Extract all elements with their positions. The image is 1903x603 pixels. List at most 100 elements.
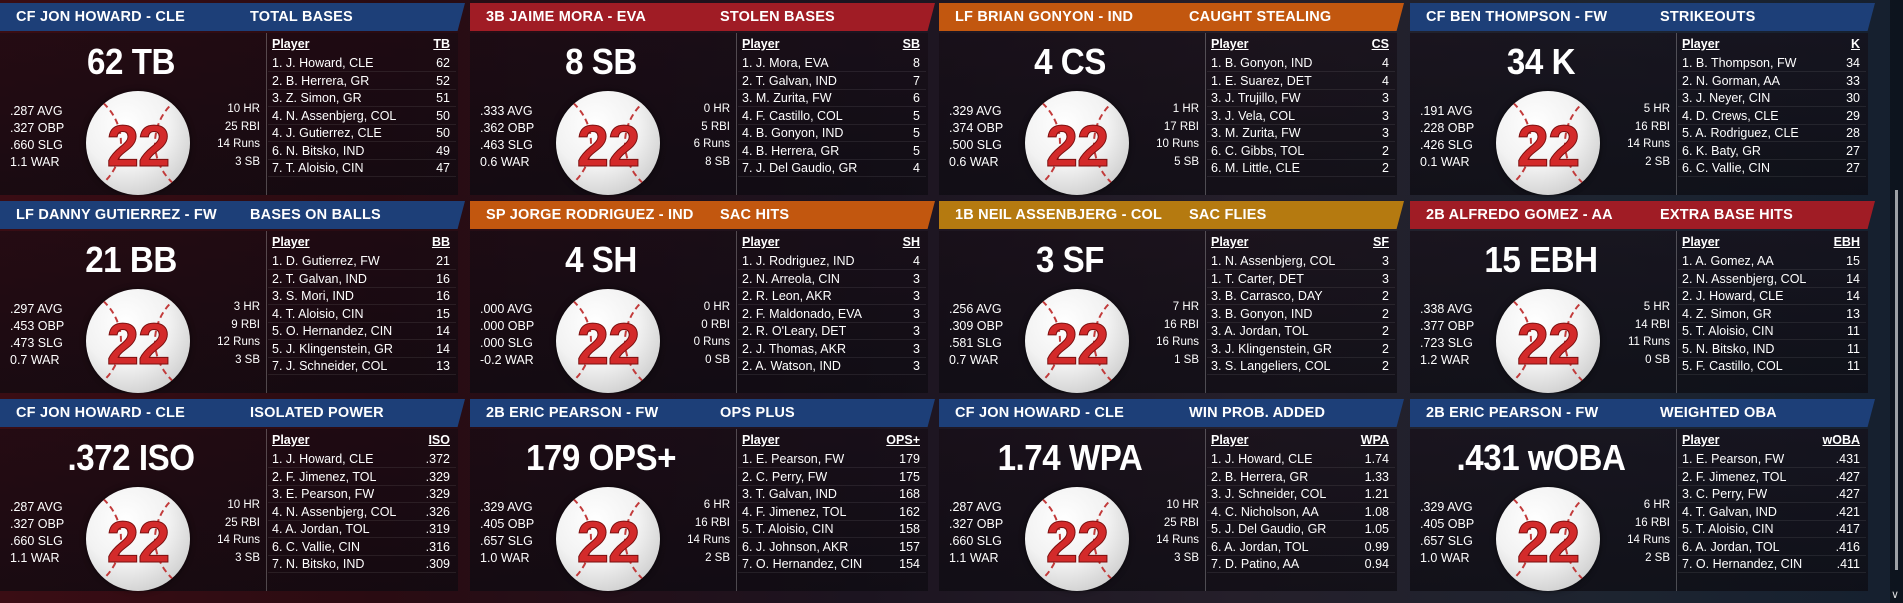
row-player[interactable]: 5. T. Aloisio, CIN <box>742 522 834 536</box>
table-row[interactable]: 4. J. Gutierrez, CLE 50 <box>268 125 456 142</box>
column-header-player[interactable]: Player <box>272 37 310 51</box>
featured-player[interactable]: CF JON HOWARD - CLE <box>955 405 1124 421</box>
table-row[interactable]: 1. E. Pearson, FW .431 <box>1678 451 1866 468</box>
table-row[interactable]: 6. K. Baty, GR 27 <box>1678 143 1866 160</box>
column-header-value[interactable]: wOBA <box>1822 433 1861 447</box>
row-player[interactable]: 6. C. Vallie, CIN <box>272 539 360 554</box>
row-player[interactable]: 4. F. Castillo, COL <box>742 108 843 123</box>
table-row[interactable]: 2. T. Galvan, IND 7 <box>738 73 926 90</box>
table-row[interactable]: 4. N. Assenbjerg, COL 50 <box>268 108 456 125</box>
featured-player[interactable]: CF JON HOWARD - CLE <box>16 9 185 25</box>
table-row[interactable]: 5. F. Castillo, COL 11 <box>1678 358 1866 375</box>
row-player[interactable]: 7. D. Patino, AA <box>1211 557 1300 571</box>
table-row[interactable]: 1. T. Carter, DET 3 <box>1207 271 1395 288</box>
row-player[interactable]: 3. S. Langeliers, COL <box>1211 359 1331 373</box>
row-player[interactable]: 7. O. Hernandez, CIN <box>742 557 863 571</box>
leader-card-win-prob-added[interactable]: CF JON HOWARD - CLE WIN PROB. ADDED 1.74… <box>939 399 1404 594</box>
table-row[interactable]: 4. F. Jimenez, TOL 162 <box>738 504 926 521</box>
scroll-down-arrow-icon[interactable]: ∨ <box>1891 589 1900 601</box>
row-player[interactable]: 4. Z. Simon, GR <box>1682 306 1772 321</box>
table-row[interactable]: 3. J. Vela, COL 3 <box>1207 108 1395 125</box>
row-player[interactable]: 4. T. Aloisio, CIN <box>272 306 364 321</box>
column-header-value[interactable]: ISO <box>428 433 450 447</box>
row-player[interactable]: 1. E. Pearson, FW <box>1682 452 1785 466</box>
table-row[interactable]: 4. Z. Simon, GR 13 <box>1678 306 1866 323</box>
table-row[interactable]: 1. B. Thompson, FW 34 <box>1678 55 1866 72</box>
table-row[interactable]: 4. N. Assenbjerg, COL .326 <box>268 504 456 521</box>
column-header-player[interactable]: Player <box>1682 433 1720 447</box>
column-header-player[interactable]: Player <box>1211 433 1249 447</box>
table-row[interactable]: 1. E. Suarez, DET 4 <box>1207 73 1395 90</box>
row-player[interactable]: 3. S. Mori, IND <box>272 289 354 303</box>
table-row[interactable]: 1. J. Howard, CLE .372 <box>268 451 456 468</box>
leader-card-weighted-oba[interactable]: 2B ERIC PEARSON - FW WEIGHTED OBA .431 w… <box>1410 399 1875 594</box>
column-header-value[interactable]: CS <box>1371 37 1389 51</box>
row-player[interactable]: 5. J. Klingenstein, GR <box>272 341 393 356</box>
row-player[interactable]: 2. R. O'Leary, DET <box>742 324 847 338</box>
table-row[interactable]: 6. M. Little, CLE 2 <box>1207 160 1395 177</box>
table-row[interactable]: 5. T. Aloisio, CIN 11 <box>1678 323 1866 340</box>
row-player[interactable]: 5. F. Castillo, COL <box>1682 359 1783 373</box>
row-player[interactable]: 3. M. Zurita, FW <box>742 91 832 105</box>
table-row[interactable]: 3. J. Trujillo, FW 3 <box>1207 90 1395 107</box>
row-player[interactable]: 3. C. Perry, FW <box>1682 487 1768 501</box>
row-player[interactable]: 2. R. Leon, AKR <box>742 289 832 303</box>
row-player[interactable]: 2. B. Herrera, GR <box>272 73 370 88</box>
row-player[interactable]: 3. J. Schneider, COL <box>1211 487 1327 501</box>
row-player[interactable]: 1. E. Pearson, FW <box>742 452 845 466</box>
table-row[interactable]: 3. B. Gonyon, IND 2 <box>1207 306 1395 323</box>
table-row[interactable]: 3. E. Pearson, FW .329 <box>268 486 456 503</box>
row-player[interactable]: 3. E. Pearson, FW <box>272 487 375 501</box>
table-row[interactable]: 2. T. Galvan, IND 16 <box>268 271 456 288</box>
table-row[interactable]: 5. N. Bitsko, IND 11 <box>1678 341 1866 358</box>
column-header-player[interactable]: Player <box>742 235 780 249</box>
row-player[interactable]: 5. A. Rodriguez, CLE <box>1682 126 1799 140</box>
row-player[interactable]: 3. J. Trujillo, FW <box>1211 91 1301 105</box>
column-header-player[interactable]: Player <box>1682 37 1720 51</box>
row-player[interactable]: 1. B. Thompson, FW <box>1682 56 1797 70</box>
table-row[interactable]: 5. O. Hernandez, CIN 14 <box>268 323 456 340</box>
table-row[interactable]: 2. R. Leon, AKR 3 <box>738 288 926 305</box>
row-player[interactable]: 2. F. Jimenez, TOL <box>1682 469 1787 484</box>
table-row[interactable]: 3. J. Klingenstein, GR 2 <box>1207 341 1395 358</box>
table-row[interactable]: 1. J. Howard, CLE 1.74 <box>1207 451 1395 468</box>
table-row[interactable]: 7. O. Hernandez, CIN 154 <box>738 556 926 573</box>
table-row[interactable]: 3. C. Perry, FW .427 <box>1678 486 1866 503</box>
row-player[interactable]: 6. C. Gibbs, TOL <box>1211 143 1305 158</box>
table-row[interactable]: 6. C. Gibbs, TOL 2 <box>1207 143 1395 160</box>
table-row[interactable]: 7. N. Bitsko, IND .309 <box>268 556 456 573</box>
table-row[interactable]: 3. S. Mori, IND 16 <box>268 288 456 305</box>
row-player[interactable]: 6. A. Jordan, TOL <box>1211 539 1309 554</box>
column-header-value[interactable]: BB <box>431 235 450 249</box>
row-player[interactable]: 7. N. Bitsko, IND <box>272 557 365 571</box>
table-row[interactable]: 1. B. Gonyon, IND 4 <box>1207 55 1395 72</box>
row-player[interactable]: 4. C. Nicholson, AA <box>1211 504 1319 519</box>
row-player[interactable]: 4. J. Gutierrez, CLE <box>272 126 382 140</box>
featured-player[interactable]: CF JON HOWARD - CLE <box>16 405 185 421</box>
row-player[interactable]: 3. M. Zurita, FW <box>1211 126 1301 140</box>
table-row[interactable]: 6. C. Vallie, CIN 27 <box>1678 160 1866 177</box>
leader-card-total-bases[interactable]: CF JON HOWARD - CLE TOTAL BASES 62 TB .2… <box>0 3 465 198</box>
row-player[interactable]: 5. J. Del Gaudio, GR <box>1211 522 1327 536</box>
featured-player[interactable]: 3B JAIME MORA - EVA <box>486 9 647 25</box>
row-player[interactable]: 3. J. Klingenstein, GR <box>1211 341 1332 356</box>
row-player[interactable]: 3. B. Gonyon, IND <box>1211 306 1313 321</box>
featured-player[interactable]: CF BEN THOMPSON - FW <box>1426 9 1608 25</box>
row-player[interactable]: 5. T. Aloisio, CIN <box>1682 522 1774 536</box>
table-row[interactable]: 2. F. Maldonado, EVA 3 <box>738 306 926 323</box>
featured-player[interactable]: SP JORGE RODRIGUEZ - IND <box>486 207 694 223</box>
table-row[interactable]: 7. T. Aloisio, CIN 47 <box>268 160 456 177</box>
table-row[interactable]: 5. T. Aloisio, CIN 158 <box>738 521 926 538</box>
leader-card-strikeouts[interactable]: CF BEN THOMPSON - FW STRIKEOUTS 34 K .19… <box>1410 3 1875 198</box>
table-row[interactable]: 1. A. Gomez, AA 15 <box>1678 253 1866 270</box>
table-row[interactable]: 2. B. Herrera, GR 1.33 <box>1207 469 1395 486</box>
column-header-player[interactable]: Player <box>1211 37 1249 51</box>
column-header-value[interactable]: SB <box>902 37 920 51</box>
row-player[interactable]: 2. A. Watson, IND <box>742 359 841 373</box>
table-row[interactable]: 2. F. Jimenez, TOL .427 <box>1678 469 1866 486</box>
row-player[interactable]: 4. A. Jordan, TOL <box>272 522 370 536</box>
table-row[interactable]: 2. N. Assenbjerg, COL 14 <box>1678 271 1866 288</box>
table-row[interactable]: 4. B. Herrera, GR 5 <box>738 143 926 160</box>
column-header-value[interactable]: SF <box>1373 235 1389 249</box>
row-player[interactable]: 3. B. Carrasco, DAY <box>1211 289 1323 303</box>
